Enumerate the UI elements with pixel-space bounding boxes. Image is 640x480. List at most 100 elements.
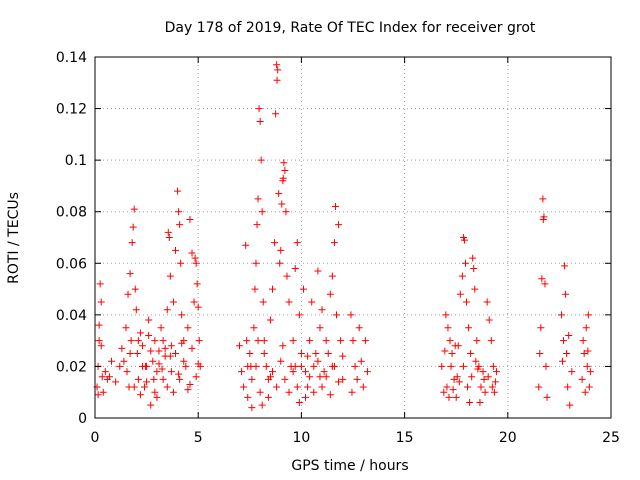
data-point bbox=[363, 368, 371, 376]
data-point bbox=[147, 401, 155, 409]
y-tick-label: 0.14 bbox=[56, 50, 87, 66]
data-point bbox=[355, 324, 363, 332]
data-point bbox=[285, 298, 293, 306]
data-point bbox=[281, 375, 289, 383]
data-point bbox=[188, 249, 196, 257]
data-point bbox=[351, 362, 359, 370]
data-point bbox=[304, 352, 312, 360]
data-point bbox=[339, 352, 347, 360]
axis-ticks: 0 5 10 15 20 25 0 0.02 0.04 0.06 0.08 0.1 0.12 0.14 bbox=[56, 50, 620, 446]
data-point bbox=[463, 298, 471, 306]
data-point bbox=[467, 350, 475, 358]
x-tick-label: 20 bbox=[499, 430, 517, 446]
data-point bbox=[324, 350, 332, 358]
data-point bbox=[322, 373, 330, 381]
data-point bbox=[539, 195, 547, 203]
data-point bbox=[258, 208, 266, 216]
data-point bbox=[489, 362, 497, 370]
data-point bbox=[171, 246, 179, 254]
data-point bbox=[96, 280, 104, 288]
data-point bbox=[105, 373, 113, 381]
data-point bbox=[316, 324, 324, 332]
data-point bbox=[123, 368, 131, 376]
data-point bbox=[289, 368, 297, 376]
data-point bbox=[175, 208, 183, 216]
data-point bbox=[535, 383, 543, 391]
data-point bbox=[332, 311, 340, 319]
x-axis-label: GPS time / hours bbox=[291, 458, 408, 474]
data-point bbox=[447, 362, 455, 370]
data-point bbox=[458, 272, 466, 280]
data-point bbox=[164, 228, 172, 236]
data-point bbox=[238, 368, 246, 376]
data-point bbox=[136, 391, 144, 399]
data-point bbox=[176, 221, 184, 229]
data-point bbox=[195, 337, 203, 345]
data-point bbox=[456, 290, 464, 298]
data-point bbox=[101, 368, 109, 376]
data-point bbox=[279, 342, 287, 350]
data-point bbox=[473, 337, 481, 345]
data-point bbox=[191, 254, 199, 262]
data-point bbox=[542, 362, 550, 370]
data-point bbox=[240, 383, 248, 391]
data-point bbox=[138, 342, 146, 350]
data-point bbox=[94, 391, 102, 399]
x-tick-label: 15 bbox=[396, 430, 414, 446]
data-point bbox=[293, 239, 301, 247]
data-points bbox=[93, 61, 594, 412]
data-point bbox=[541, 280, 549, 288]
data-point bbox=[269, 285, 277, 293]
data-point bbox=[190, 298, 198, 306]
data-point bbox=[112, 378, 120, 386]
data-point bbox=[314, 357, 322, 365]
data-point bbox=[328, 272, 336, 280]
data-point bbox=[248, 404, 256, 412]
y-tick-label: 0.12 bbox=[56, 102, 87, 118]
data-point bbox=[299, 285, 307, 293]
data-point bbox=[163, 306, 171, 314]
data-point bbox=[543, 393, 551, 401]
data-point bbox=[492, 368, 500, 376]
data-point bbox=[252, 362, 260, 370]
x-tick-label: 5 bbox=[194, 430, 203, 446]
data-point bbox=[274, 66, 282, 74]
data-point bbox=[483, 298, 491, 306]
data-point bbox=[273, 383, 281, 391]
data-point bbox=[273, 76, 281, 84]
data-point bbox=[441, 347, 449, 355]
data-point bbox=[480, 375, 488, 383]
data-point bbox=[130, 383, 138, 391]
data-point bbox=[192, 259, 200, 267]
data-point bbox=[122, 324, 130, 332]
data-point bbox=[348, 388, 356, 396]
data-point bbox=[279, 174, 287, 182]
data-point bbox=[175, 370, 183, 378]
data-point bbox=[166, 352, 174, 360]
data-point bbox=[244, 362, 252, 370]
x-tick-label: 0 bbox=[91, 430, 100, 446]
data-point bbox=[471, 285, 479, 293]
data-point bbox=[280, 159, 288, 167]
data-point bbox=[188, 344, 196, 352]
y-axis-label: ROTI / TECUs bbox=[6, 192, 22, 284]
data-point bbox=[264, 393, 272, 401]
data-point bbox=[252, 259, 260, 267]
data-point bbox=[273, 61, 281, 69]
y-tick-label: 0.08 bbox=[56, 205, 87, 221]
data-point bbox=[177, 259, 185, 267]
data-point bbox=[440, 388, 448, 396]
data-point bbox=[254, 337, 262, 345]
data-point bbox=[349, 337, 357, 345]
data-point bbox=[580, 350, 588, 358]
data-point bbox=[260, 337, 268, 345]
data-point bbox=[272, 110, 280, 118]
data-point bbox=[316, 373, 324, 381]
data-point bbox=[304, 383, 312, 391]
data-point bbox=[95, 337, 103, 345]
y-tick-label: 0.04 bbox=[56, 308, 87, 324]
data-point bbox=[472, 357, 480, 365]
data-point bbox=[328, 362, 336, 370]
data-point bbox=[302, 368, 310, 376]
